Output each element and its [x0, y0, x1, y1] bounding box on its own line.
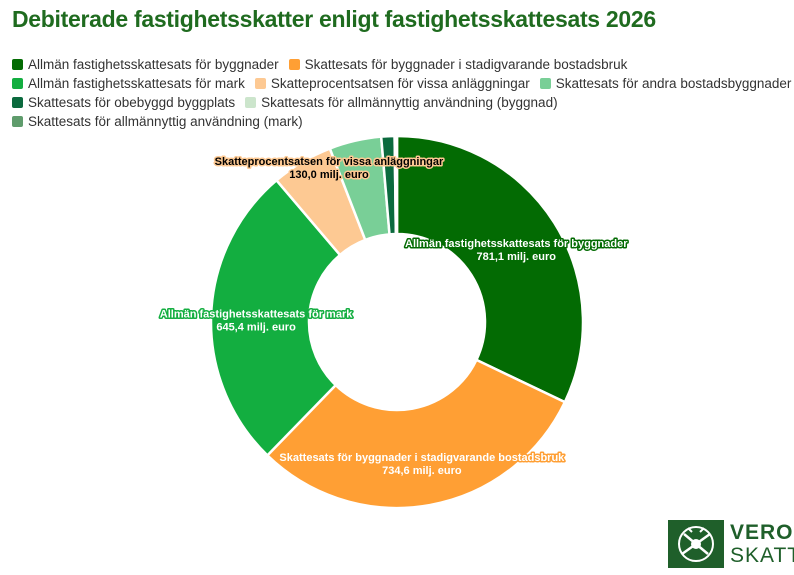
- slice-label-name: Skattesats för byggnader i stadigvarande…: [279, 452, 565, 464]
- legend-label: Skatteprocentsatsen för vissa anläggning…: [270, 76, 530, 91]
- legend-swatch: [12, 59, 23, 70]
- legend-label: Skattesats för obebyggd byggplats: [28, 95, 236, 110]
- legend-label: Skattesats för byggnader i stadigvarande…: [304, 57, 628, 72]
- donut-slice[interactable]: [395, 134, 585, 404]
- slice-label: Allmän fastighetsskattesats för byggnade…: [404, 236, 630, 264]
- legend-item[interactable]: Allmän fastighetsskattesats för byggnade…: [12, 57, 279, 72]
- logo-line2: SKATT: [730, 544, 794, 567]
- slice-label-name: Allmän fastighetsskattesats för byggnade…: [405, 238, 628, 250]
- legend-label: Allmän fastighetsskattesats för mark: [28, 76, 245, 91]
- slice-label-value: 734,6 milj. euro: [382, 465, 462, 477]
- slice-label: Skatteprocentsatsen för vissa anläggning…: [213, 154, 445, 182]
- legend-item[interactable]: Skatteprocentsatsen för vissa anläggning…: [254, 76, 530, 91]
- legend-swatch: [12, 78, 23, 89]
- legend-swatch: [288, 59, 300, 70]
- donut-slice[interactable]: [209, 178, 342, 458]
- legend-label: Skattesats för allmännyttig användning (…: [261, 95, 558, 110]
- slice-label-value: 645,4 milj. euro: [216, 321, 296, 333]
- legend-row-4: Skattesats för allmännyttig användning (…: [12, 112, 787, 131]
- slice-label: Allmän fastighetsskattesats för mark645,…: [158, 307, 354, 335]
- legend-swatch: [245, 97, 257, 108]
- legend-item[interactable]: Skattesats för obebyggd byggplats: [12, 95, 235, 110]
- legend-label: Skattesats för andra bostadsbyggnader: [555, 76, 792, 91]
- legend-row-1: Allmän fastighetsskattesats för byggnade…: [12, 55, 787, 74]
- legend-item[interactable]: Skattesats för allmännyttig användning (…: [12, 114, 303, 129]
- legend-label: Allmän fastighetsskattesats för byggnade…: [28, 57, 279, 72]
- legend-row-2: Allmän fastighetsskattesats för mark Ska…: [12, 74, 791, 93]
- legend-label: Skattesats för allmännyttig användning (…: [28, 114, 303, 129]
- slice-label-value: 781,1 milj. euro: [477, 251, 557, 263]
- donut-slice[interactable]: [394, 134, 399, 236]
- donut-slice[interactable]: [265, 358, 567, 510]
- legend-swatch: [254, 78, 266, 89]
- legend-item[interactable]: Skattesats för byggnader i stadigvarande…: [288, 57, 628, 72]
- slice-label-name: Allmän fastighetsskattesats för mark: [160, 308, 353, 320]
- slice-label-name: Skatteprocentsatsen för vissa anläggning…: [215, 156, 444, 168]
- legend-row-3: Skattesats för obebyggd byggplats Skatte…: [12, 93, 787, 112]
- legend: Allmän fastighetsskattesats för byggnade…: [12, 55, 791, 131]
- legend-swatch: [539, 78, 551, 89]
- slice-label: Skattesats för byggnader i stadigvarande…: [278, 450, 567, 478]
- logo-text: VERO SKATT: [730, 522, 794, 566]
- vero-skatt-logo: VERO SKATT: [668, 520, 794, 568]
- logo-line1: VERO: [730, 521, 794, 544]
- legend-swatch: [12, 116, 23, 127]
- logo-emblem-icon: [668, 520, 724, 568]
- legend-swatch: [12, 97, 23, 108]
- chart-title: Debiterade fastighetsskatter enligt fast…: [12, 6, 656, 32]
- legend-item[interactable]: Allmän fastighetsskattesats för mark: [12, 76, 245, 91]
- legend-item[interactable]: Skattesats för allmännyttig användning (…: [245, 95, 558, 110]
- slice-label-value: 130,0 milj. euro: [289, 169, 369, 181]
- legend-item[interactable]: Skattesats för andra bostadsbyggnader: [539, 76, 792, 91]
